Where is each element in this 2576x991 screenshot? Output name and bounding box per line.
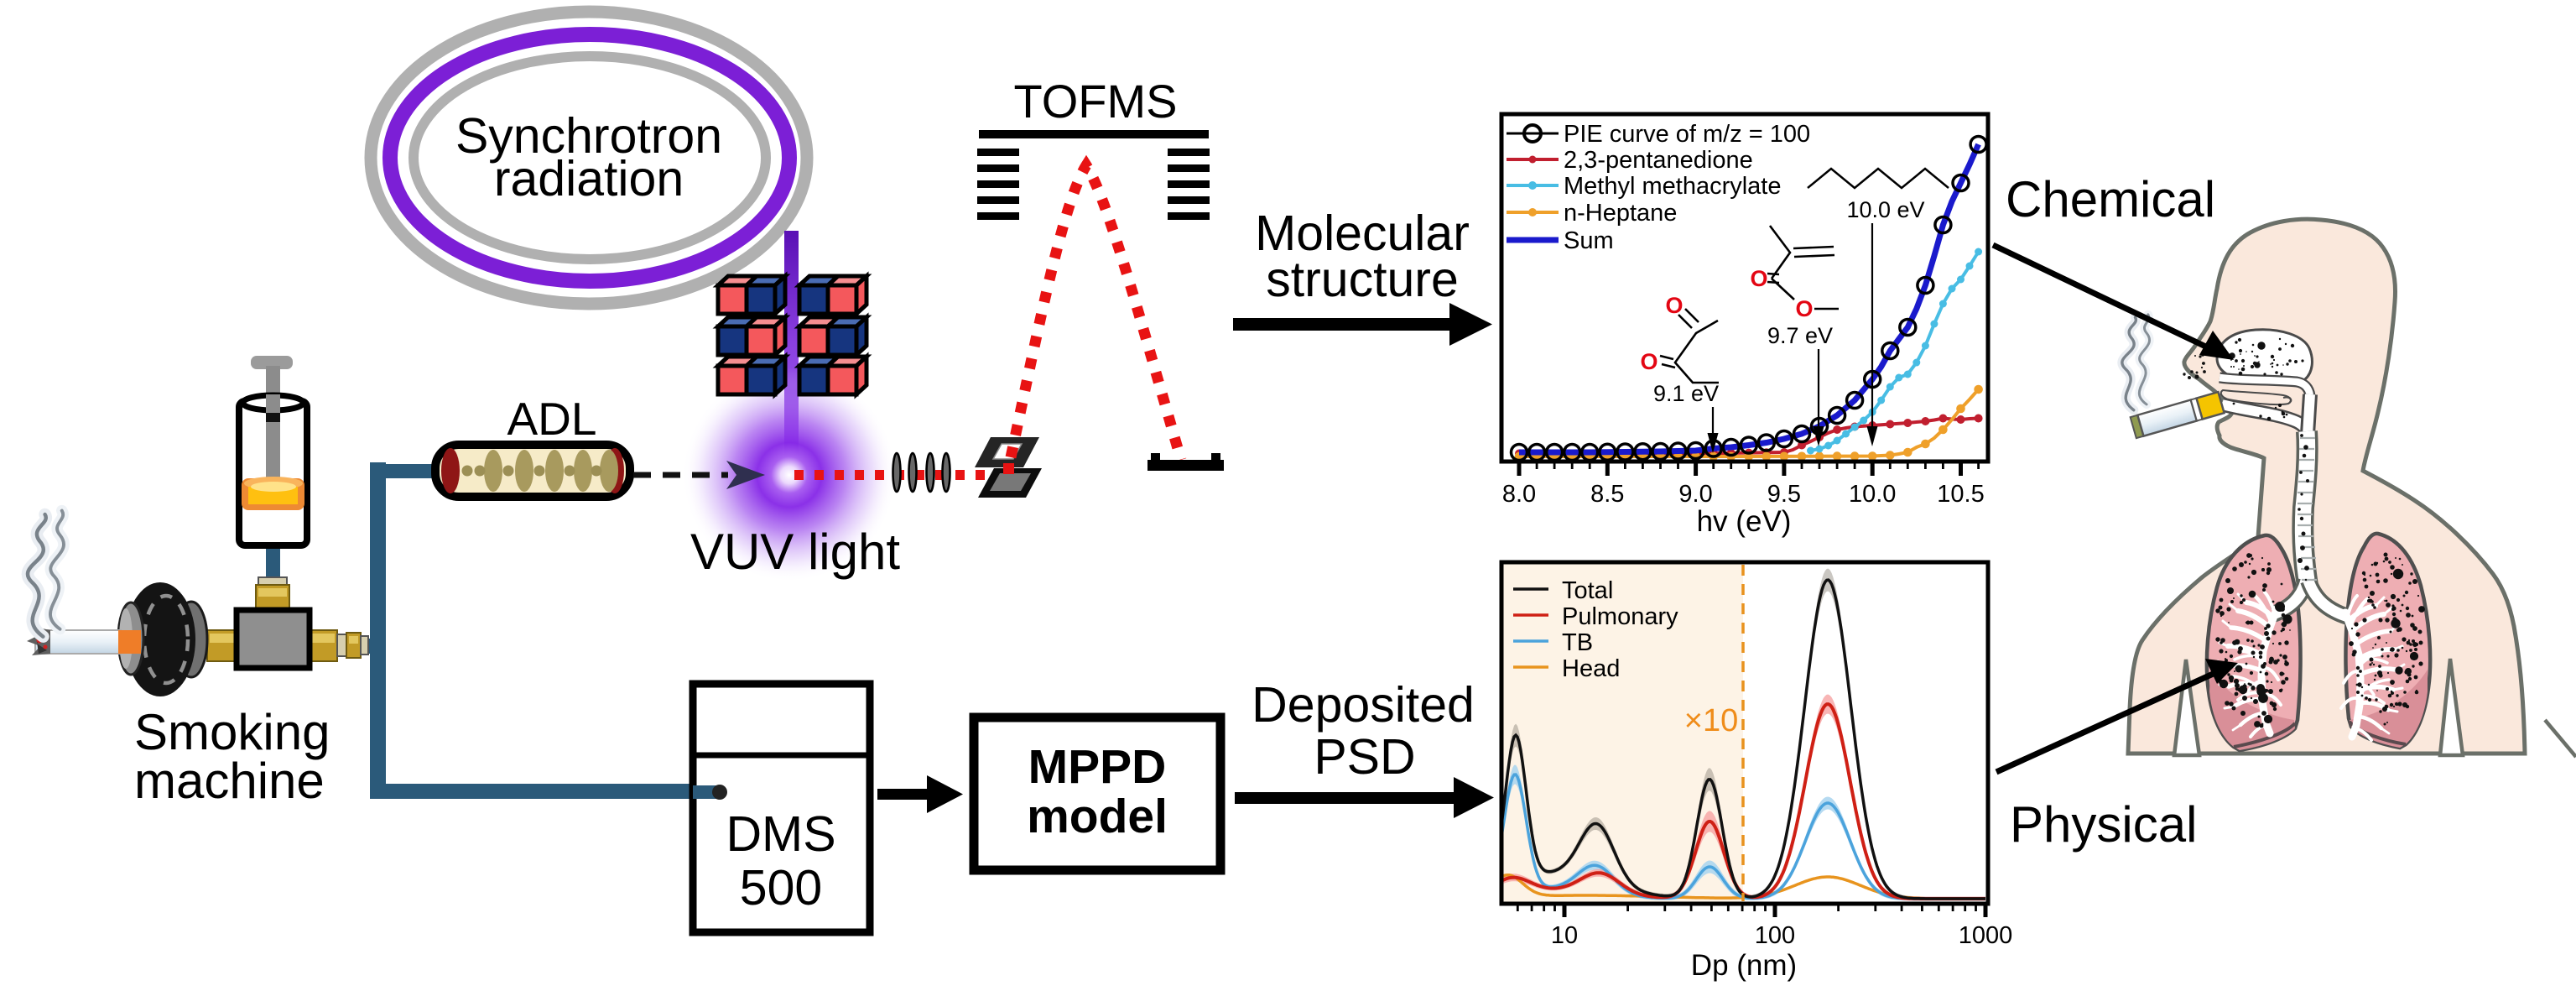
svg-text:9.7 eV: 9.7 eV bbox=[1767, 323, 1833, 348]
svg-text:Total: Total bbox=[1562, 577, 1613, 604]
svg-text:TOFMS: TOFMS bbox=[1014, 75, 1178, 128]
svg-text:PIE curve of m/z = 100: PIE curve of m/z = 100 bbox=[1564, 121, 1810, 148]
svg-text:8.5: 8.5 bbox=[1590, 481, 1624, 508]
svg-text:2,3-pentanedione: 2,3-pentanedione bbox=[1564, 147, 1753, 174]
svg-text:O: O bbox=[1795, 296, 1813, 321]
svg-text:hv (eV): hv (eV) bbox=[1697, 505, 1792, 538]
svg-text:Molecular: Molecular bbox=[1255, 206, 1470, 261]
svg-text:n-Heptane: n-Heptane bbox=[1564, 200, 1677, 227]
svg-text:Synchrotron: Synchrotron bbox=[455, 108, 722, 164]
svg-text:Head: Head bbox=[1562, 655, 1620, 682]
svg-text:Pulmonary: Pulmonary bbox=[1562, 603, 1678, 630]
svg-text:10.0: 10.0 bbox=[1849, 481, 1896, 508]
svg-text:model: model bbox=[1027, 790, 1168, 843]
svg-text:9.5: 9.5 bbox=[1767, 481, 1801, 508]
svg-text:MPPD: MPPD bbox=[1028, 740, 1167, 794]
svg-text:DMS: DMS bbox=[726, 806, 835, 862]
svg-text:8.0: 8.0 bbox=[1502, 481, 1536, 508]
svg-text:10.5: 10.5 bbox=[1937, 481, 1984, 508]
svg-text:Chemical: Chemical bbox=[2006, 171, 2215, 227]
svg-text:structure: structure bbox=[1266, 252, 1459, 307]
svg-text:ADL: ADL bbox=[507, 393, 597, 445]
svg-text:O: O bbox=[1750, 266, 1767, 291]
svg-text:O: O bbox=[1640, 349, 1657, 374]
svg-text:9.1 eV: 9.1 eV bbox=[1653, 381, 1719, 406]
svg-text:Smoking: Smoking bbox=[134, 704, 330, 760]
svg-text:9.0: 9.0 bbox=[1678, 481, 1712, 508]
svg-text:10.0 eV: 10.0 eV bbox=[1846, 197, 1924, 222]
svg-text:500: 500 bbox=[740, 860, 822, 915]
svg-text:radiation: radiation bbox=[494, 151, 684, 206]
svg-text:PSD: PSD bbox=[1314, 729, 1415, 785]
svg-text:100: 100 bbox=[1755, 922, 1795, 949]
svg-text:TB: TB bbox=[1562, 629, 1593, 656]
svg-text:O: O bbox=[1665, 293, 1683, 318]
svg-text:Sum: Sum bbox=[1564, 227, 1614, 254]
svg-text:×10: ×10 bbox=[1684, 703, 1738, 738]
svg-text:Deposited: Deposited bbox=[1252, 677, 1475, 733]
svg-text:Physical: Physical bbox=[2010, 796, 2197, 853]
svg-text:10: 10 bbox=[1551, 922, 1578, 949]
svg-text:machine: machine bbox=[134, 753, 325, 809]
svg-text:Methyl methacrylate: Methyl methacrylate bbox=[1564, 173, 1782, 200]
svg-text:1000: 1000 bbox=[1959, 922, 2013, 949]
svg-text:Dp (nm): Dp (nm) bbox=[1691, 949, 1797, 982]
svg-text:VUV light: VUV light bbox=[690, 524, 900, 580]
